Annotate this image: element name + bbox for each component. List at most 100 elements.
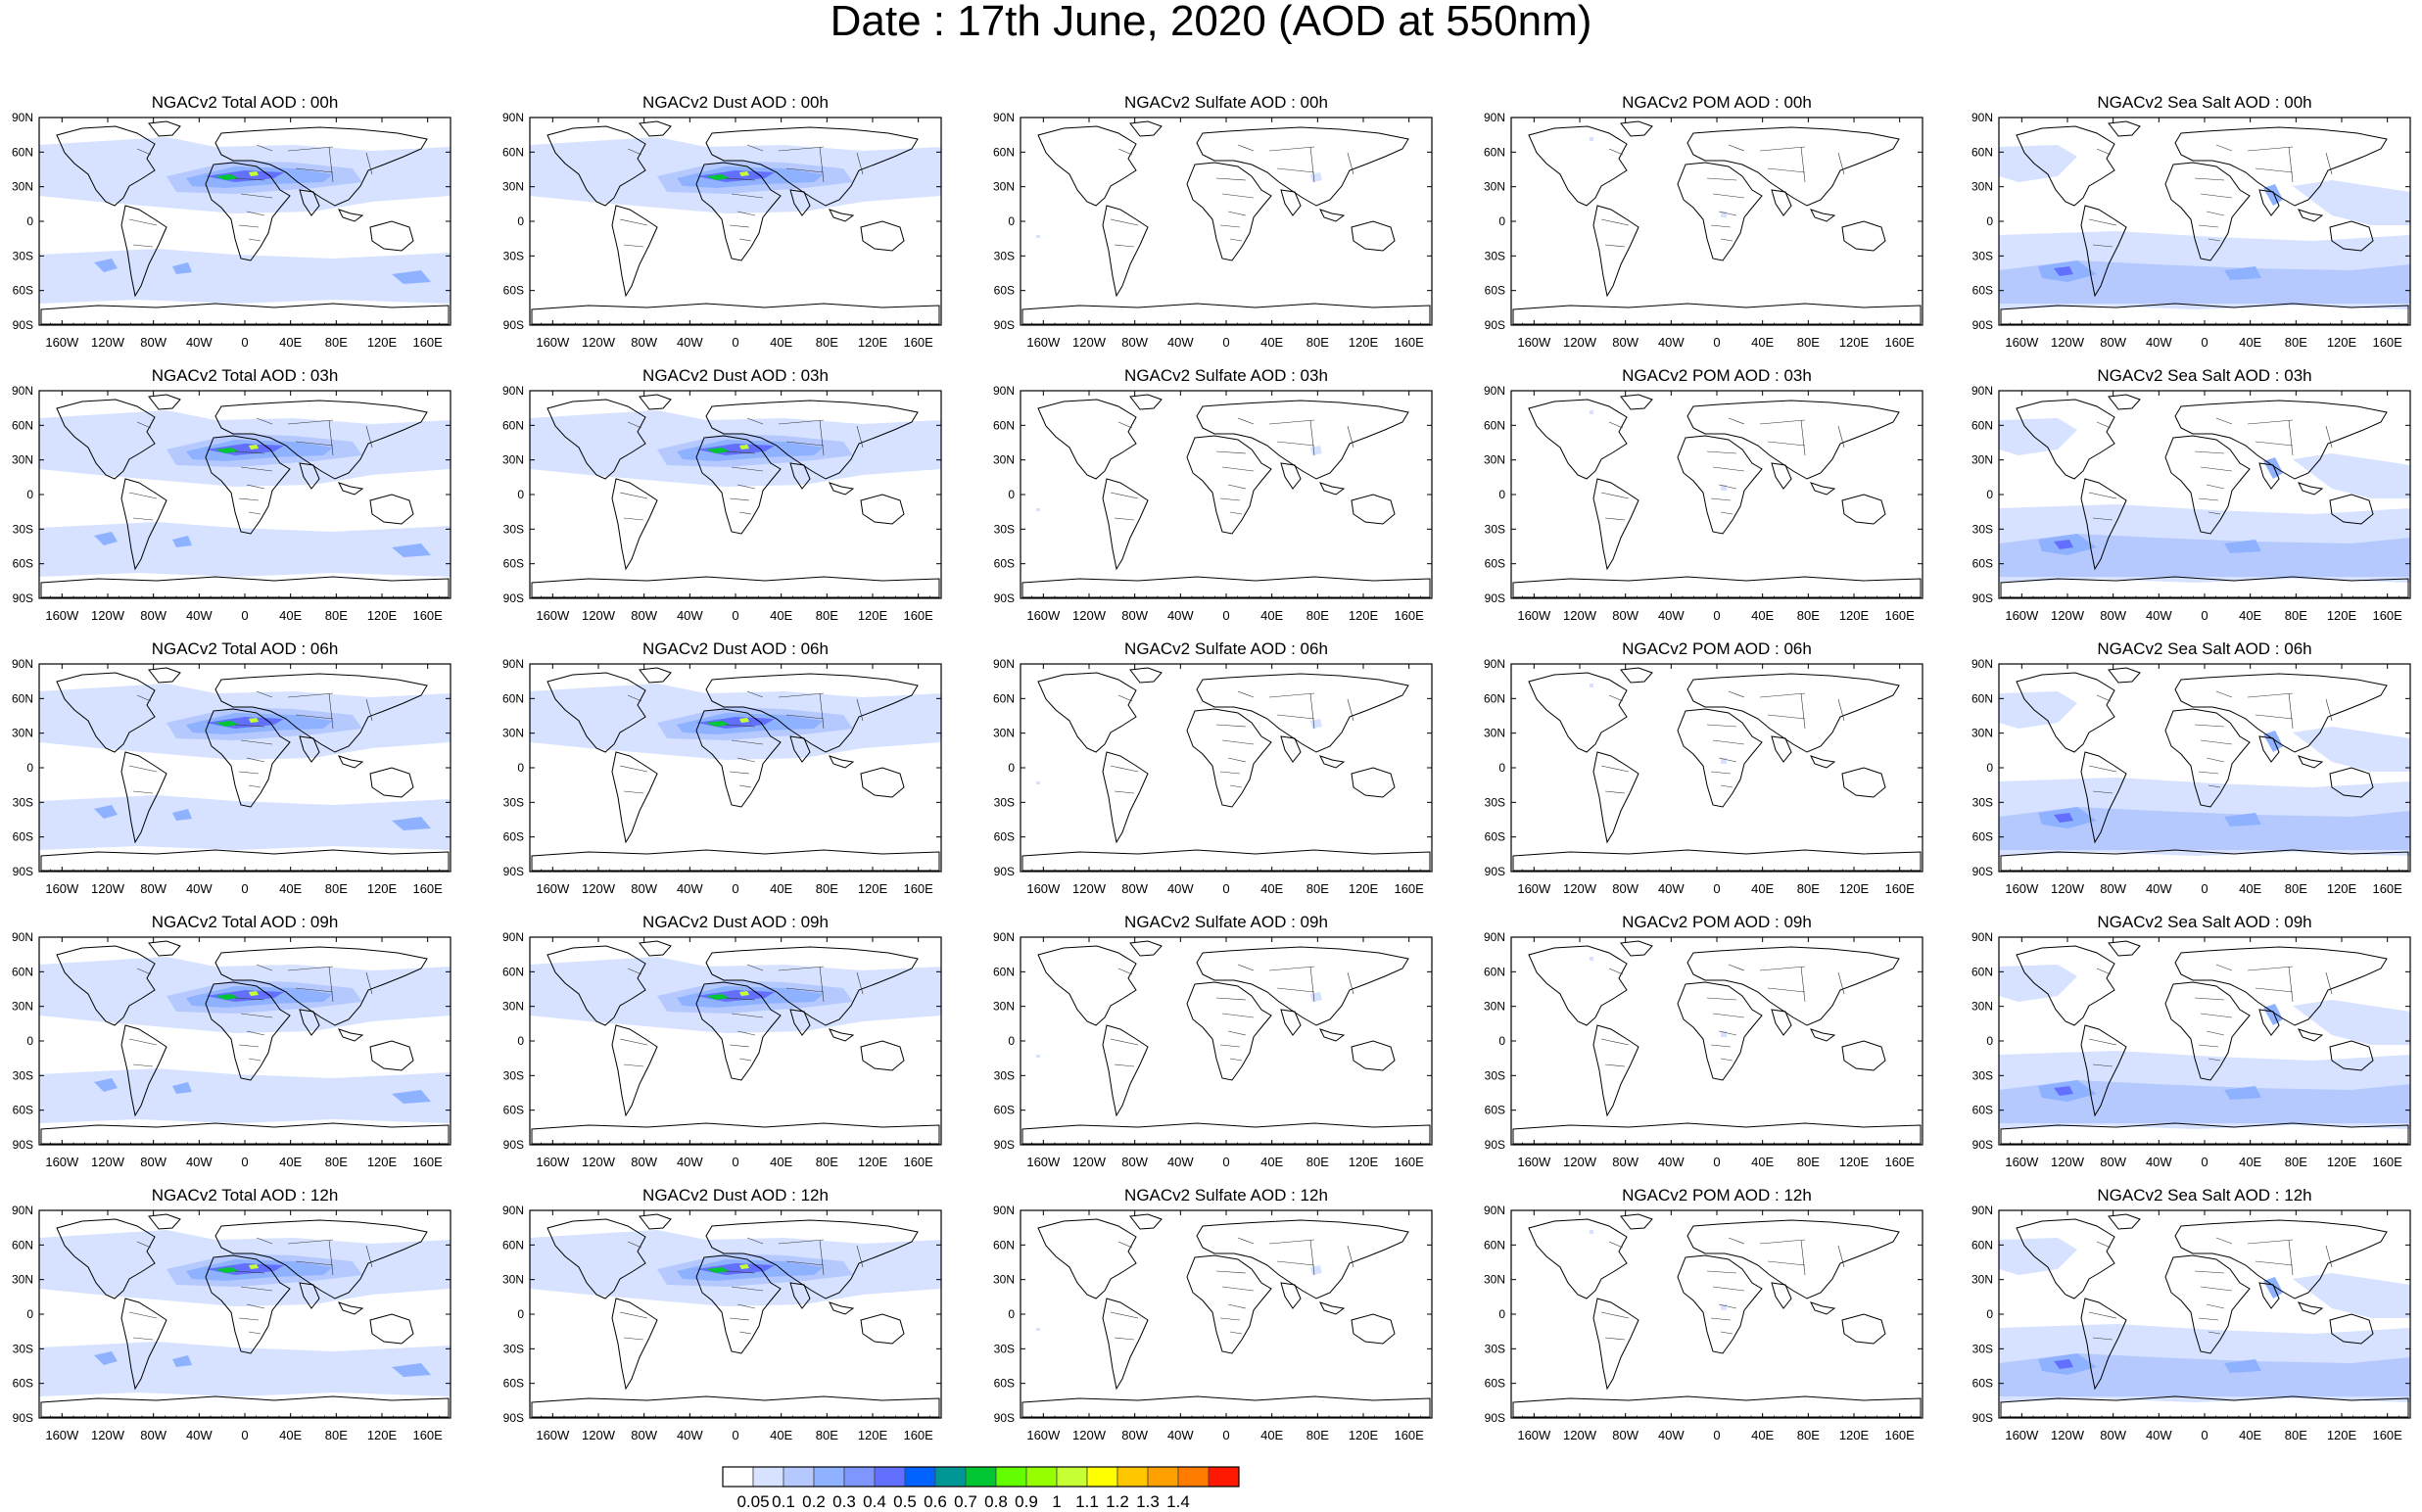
- lon-tick-label: 120W: [1072, 1428, 1107, 1442]
- lon-tick-label: 120W: [582, 608, 616, 623]
- lat-tick-label: 90N: [1484, 1204, 1505, 1217]
- colorbar-swatch: [722, 1466, 754, 1488]
- lat-tick-label: 30S: [503, 249, 524, 262]
- lon-tick-label: 160W: [1026, 1155, 1061, 1169]
- colorbar-label: 0.3: [832, 1492, 856, 1511]
- lon-tick-label: 160E: [903, 608, 933, 623]
- lon-tick-label: 0: [1713, 881, 1720, 896]
- lon-tick-label: 0: [2201, 1155, 2208, 1169]
- lon-tick-label: 160W: [45, 881, 79, 896]
- lon-tick-label: 0: [241, 335, 248, 350]
- colorbar-swatch: [874, 1466, 906, 1488]
- lon-tick-label: 40W: [1167, 608, 1194, 623]
- map-panel: 90N 60N 30N 0 30S 60S 90S 160W 120W 80W 40W 0 40E 80E…: [1484, 930, 1923, 1169]
- lat-tick-label: 60S: [1972, 830, 1993, 844]
- colorbar-label: 1.1: [1075, 1492, 1099, 1511]
- colorbar-label: 0.5: [893, 1492, 917, 1511]
- lon-tick-label: 120E: [1839, 1428, 1870, 1442]
- lat-tick-label: 90S: [994, 865, 1015, 878]
- lat-tick-label: 30S: [1485, 522, 1505, 536]
- lat-tick-label: 0: [1986, 214, 1993, 228]
- lat-tick-label: 30N: [993, 1000, 1015, 1014]
- lon-tick-label: 160E: [1394, 608, 1424, 623]
- lon-tick-label: 160W: [2005, 1155, 2039, 1169]
- lat-tick-label: 60N: [1971, 145, 1993, 159]
- lon-tick-label: 120W: [582, 1155, 616, 1169]
- map-panel: 90N 60N 30N 0 30S 60S 90S 160W 120W 80W 40W 0 40E 80E…: [12, 384, 451, 623]
- lat-tick-label: 30S: [13, 249, 33, 262]
- lat-tick-label: 30N: [993, 1273, 1015, 1287]
- lat-tick-label: 90S: [13, 591, 33, 605]
- panel-title: NGACv2 Sulfate AOD : 12h: [1124, 1186, 1328, 1205]
- lon-tick-label: 120E: [1349, 1155, 1379, 1169]
- lon-tick-label: 120W: [1563, 881, 1597, 896]
- lat-tick-label: 60N: [993, 145, 1015, 159]
- lat-tick-label: 30N: [12, 1273, 33, 1287]
- colorbar-swatch: [813, 1466, 845, 1488]
- lon-tick-label: 120W: [1563, 1155, 1597, 1169]
- colorbar-swatch: [904, 1466, 936, 1488]
- lon-tick-label: 160W: [1517, 335, 1551, 350]
- lon-tick-label: 160E: [2372, 1428, 2402, 1442]
- lon-tick-label: 0: [1222, 1428, 1229, 1442]
- lon-tick-label: 80W: [1612, 1428, 1638, 1442]
- lon-tick-label: 160W: [2005, 1428, 2039, 1442]
- lat-tick-label: 60S: [13, 1104, 33, 1117]
- lon-tick-label: 80W: [2100, 608, 2126, 623]
- lon-tick-label: 80E: [1797, 1428, 1820, 1442]
- lat-tick-label: 60S: [1972, 1104, 1993, 1117]
- lon-tick-label: 40W: [677, 881, 703, 896]
- lat-tick-label: 60N: [1484, 965, 1505, 978]
- map-panel: 90N 60N 30N 0 30S 60S 90S 160W 120W 80W 40W 0 40E 80E…: [993, 384, 1433, 623]
- lon-tick-label: 80E: [2285, 335, 2307, 350]
- lon-tick-label: 80E: [325, 1428, 348, 1442]
- lon-tick-label: 40W: [677, 608, 703, 623]
- lat-tick-label: 90S: [994, 1138, 1015, 1152]
- lon-tick-label: 160W: [536, 881, 570, 896]
- lat-tick-label: 30S: [503, 795, 524, 809]
- lat-tick-label: 0: [1986, 1034, 1993, 1048]
- lat-tick-label: 90N: [12, 384, 33, 398]
- lat-tick-label: 90N: [1484, 384, 1505, 398]
- lon-tick-label: 0: [732, 1428, 738, 1442]
- lon-tick-label: 120E: [1839, 1155, 1870, 1169]
- lat-tick-label: 60S: [994, 1377, 1015, 1391]
- lon-tick-label: 80E: [816, 1428, 838, 1442]
- lon-tick-label: 120W: [1563, 1428, 1597, 1442]
- lon-tick-label: 40W: [186, 335, 213, 350]
- lat-tick-label: 90N: [502, 111, 524, 124]
- lon-tick-label: 120E: [367, 1155, 398, 1169]
- lon-tick-label: 120W: [1072, 881, 1107, 896]
- lat-tick-label: 30S: [1972, 522, 1993, 536]
- lon-tick-label: 80W: [1121, 608, 1148, 623]
- lat-tick-label: 60N: [1971, 965, 1993, 978]
- lat-tick-label: 60N: [993, 418, 1015, 432]
- lon-tick-label: 80E: [1797, 608, 1820, 623]
- colorbar-frame: [722, 1466, 1240, 1488]
- lon-tick-label: 160E: [2372, 881, 2402, 896]
- lon-tick-label: 80W: [140, 608, 166, 623]
- lon-tick-label: 40E: [1260, 1155, 1283, 1169]
- lon-tick-label: 40W: [2146, 1155, 2172, 1169]
- lon-tick-label: 80E: [2285, 1428, 2307, 1442]
- lat-tick-label: 60S: [13, 830, 33, 844]
- lat-tick-label: 60N: [502, 418, 524, 432]
- lon-tick-label: 40E: [279, 1428, 302, 1442]
- lon-tick-label: 80W: [140, 1155, 166, 1169]
- lat-tick-label: 60N: [993, 691, 1015, 705]
- lon-tick-label: 0: [1713, 335, 1720, 350]
- lat-tick-label: 60S: [994, 1104, 1015, 1117]
- lat-tick-label: 30N: [1971, 453, 1993, 467]
- lat-tick-label: 0: [1986, 761, 1993, 775]
- lon-tick-label: 160E: [412, 881, 443, 896]
- colorbar-label: 0.2: [802, 1492, 826, 1511]
- lon-tick-label: 40E: [2239, 1155, 2261, 1169]
- lat-tick-label: 0: [1008, 1307, 1015, 1321]
- lon-tick-label: 80W: [631, 335, 657, 350]
- lat-tick-label: 60N: [12, 965, 33, 978]
- lon-tick-label: 40E: [770, 1155, 792, 1169]
- lat-tick-label: 90S: [13, 1138, 33, 1152]
- lon-tick-label: 160W: [536, 1155, 570, 1169]
- colorbar-swatch: [995, 1466, 1027, 1488]
- lon-tick-label: 80W: [631, 1428, 657, 1442]
